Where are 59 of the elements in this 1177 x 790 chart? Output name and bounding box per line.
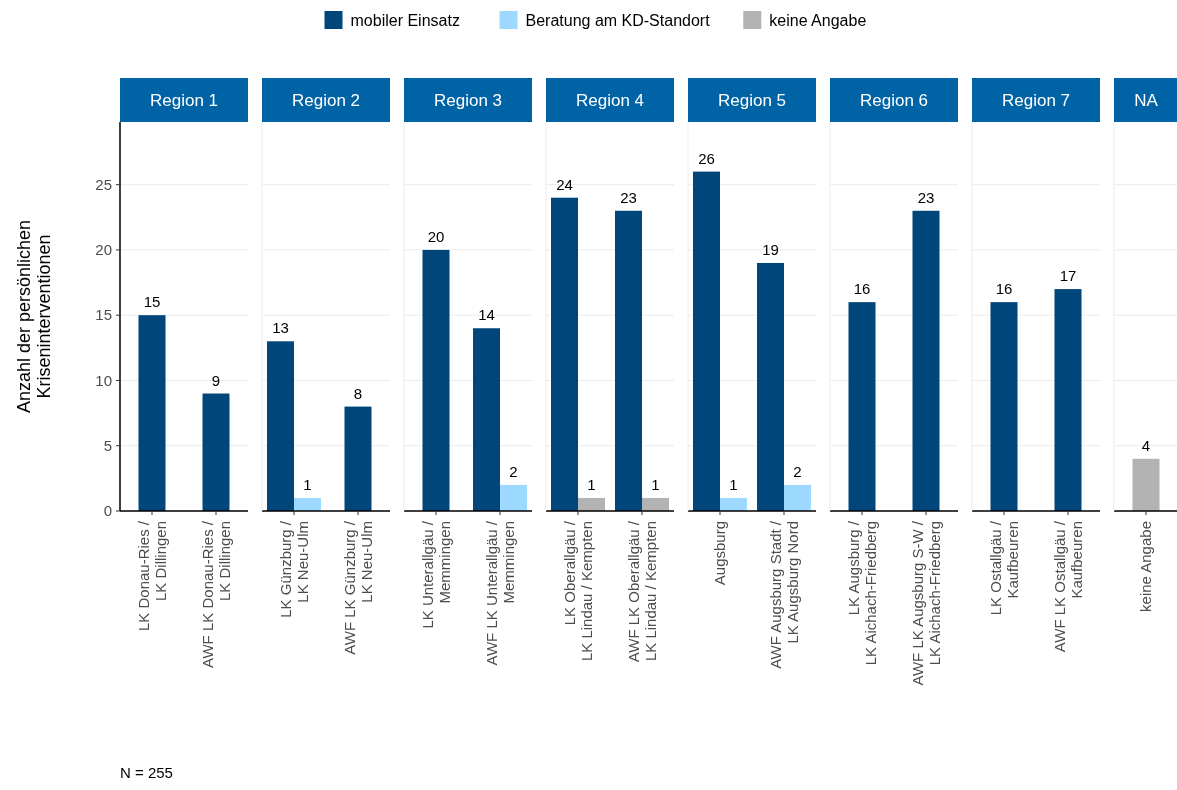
y-axis-title: Anzahl der persönlichen Kriseninterventionen <box>14 219 54 414</box>
bar <box>757 262 784 511</box>
data-label: 13 <box>272 319 289 337</box>
data-label: 1 <box>303 475 312 493</box>
y-tick-label: 20 <box>95 241 112 259</box>
y-tick-label: 15 <box>95 306 112 324</box>
data-label: 1 <box>729 475 738 493</box>
data-label: 17 <box>1059 267 1077 285</box>
data-label: 8 <box>353 384 363 402</box>
bar <box>784 484 811 511</box>
y-tick-label: 5 <box>103 436 112 454</box>
chart-title: Region 4 <box>575 91 645 110</box>
data-label: 23 <box>917 188 935 206</box>
y-tick-label: 10 <box>95 371 112 389</box>
data-label: 16 <box>995 280 1013 298</box>
chart-title: NA <box>1134 91 1159 110</box>
x-tick-label: AWF LK Günzburg / LK Neu-Ulm <box>341 520 375 655</box>
data-label: 1 <box>651 475 660 493</box>
data-label: 15 <box>143 293 161 311</box>
x-tick-label: LK Oberallgäu / LK Lindau / Kempten <box>561 520 595 662</box>
data-label: 19 <box>762 240 779 258</box>
data-label: 2 <box>509 462 518 480</box>
data-label: 23 <box>620 188 637 206</box>
data-label: 4 <box>1141 436 1151 454</box>
x-tick-label: AWF LK Unterallgäu / Memmingen <box>483 520 517 666</box>
legend-label: keine Angabe <box>769 11 867 29</box>
x-tick-label: LK Günzburg / LK Neu-Ulm <box>277 520 311 618</box>
y-tick-label: 0 <box>103 502 112 520</box>
y-tick-label: 25 <box>95 175 112 193</box>
x-tick-label: AWF LK Donau-Ries / LK Dillingen <box>199 520 233 668</box>
x-tick-label: LK Augsburg / LK Aichach-Friedberg <box>845 520 879 666</box>
data-label: 26 <box>698 149 715 167</box>
chart-title: Region 1 <box>149 91 219 110</box>
text: N = 255 <box>120 764 173 781</box>
chart-title: Region 2 <box>291 91 361 110</box>
x-tick-label: AWF LK Oberallgäu / LK Lindau / Kempten <box>625 520 659 663</box>
x-tick-label: AWF LK Ostallgäu / Kaufbeuren <box>1051 520 1085 653</box>
x-tick-label: Augsburg <box>711 521 729 586</box>
x-tick-label: keine Angabe <box>1137 521 1155 612</box>
data-label: 2 <box>793 462 802 480</box>
x-tick-label: LK Unterallgäu / Memmingen <box>419 520 453 629</box>
data-label: 14 <box>478 306 495 324</box>
chart-title: Region 3 <box>433 91 503 110</box>
legend-label: mobiler Einsatz <box>350 11 460 29</box>
x-tick-label: AWF Augsburg Stadt / LK Augsburg Nord <box>767 520 801 669</box>
data-label: 1 <box>587 475 596 493</box>
chart-title: Region 6 <box>859 91 929 110</box>
chart-title: Region 7 <box>1001 91 1071 110</box>
legend-label: Beratung am KD-Standort <box>525 11 711 29</box>
data-label: 9 <box>211 371 221 389</box>
x-tick-label: AWF LK Augsburg S-W / LK Aichach-Friedberg <box>909 520 943 686</box>
x-tick-label: LK Ostallgäu / Kaufbeuren <box>987 520 1021 616</box>
x-tick-label: LK Donau-Ries / LK Dillingen <box>135 520 169 632</box>
data-label: 24 <box>556 175 573 193</box>
chart-title: Region 5 <box>717 91 787 110</box>
bar <box>693 171 720 511</box>
data-label: 16 <box>853 280 871 298</box>
bar <box>720 497 747 511</box>
data-label: 20 <box>427 227 445 245</box>
